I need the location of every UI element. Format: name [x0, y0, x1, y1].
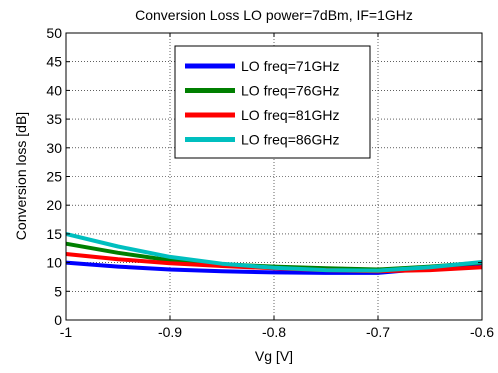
y-tick-label: 35	[46, 111, 62, 127]
chart-title: Conversion Loss LO power=7dBm, IF=1GHz	[135, 7, 413, 23]
y-tick-label: 30	[46, 140, 62, 156]
x-tick-label: -0.6	[470, 324, 494, 340]
y-tick-label: 5	[54, 283, 62, 299]
legend-label-1: LO freq=71GHz	[241, 58, 339, 74]
legend-label-4: LO freq=86GHz	[241, 132, 339, 148]
y-axis-label: Conversion loss [dB]	[13, 112, 29, 240]
legend-label-3: LO freq=81GHz	[241, 107, 339, 123]
series-lines	[65, 231, 483, 275]
y-tick-label: 45	[46, 54, 62, 70]
axis-ticks: -1 -0.9 -0.8 -0.7 -0.6 0 5 10 15 20 25 30 35 40 45 50	[46, 25, 494, 340]
y-tick-label: 25	[46, 169, 62, 185]
y-tick-label: 10	[46, 255, 62, 271]
legend: LO freq=71GHz LO freq=76GHz LO freq=81GHz L…	[174, 45, 371, 159]
y-tick-label: 15	[46, 226, 62, 242]
x-tick-label: -0.9	[158, 324, 182, 340]
y-tick-label: 20	[46, 197, 62, 213]
y-tick-label: 40	[46, 82, 62, 98]
x-axis-label: Vg [V]	[255, 348, 293, 364]
x-tick-label: -0.8	[262, 324, 286, 340]
series-line-4	[65, 231, 483, 273]
x-tick-label: -1	[60, 324, 73, 340]
y-tick-label: 50	[46, 25, 62, 41]
x-tick-label: -0.7	[366, 324, 390, 340]
y-tick-label: 0	[54, 312, 62, 328]
legend-label-2: LO freq=76GHz	[241, 83, 339, 99]
